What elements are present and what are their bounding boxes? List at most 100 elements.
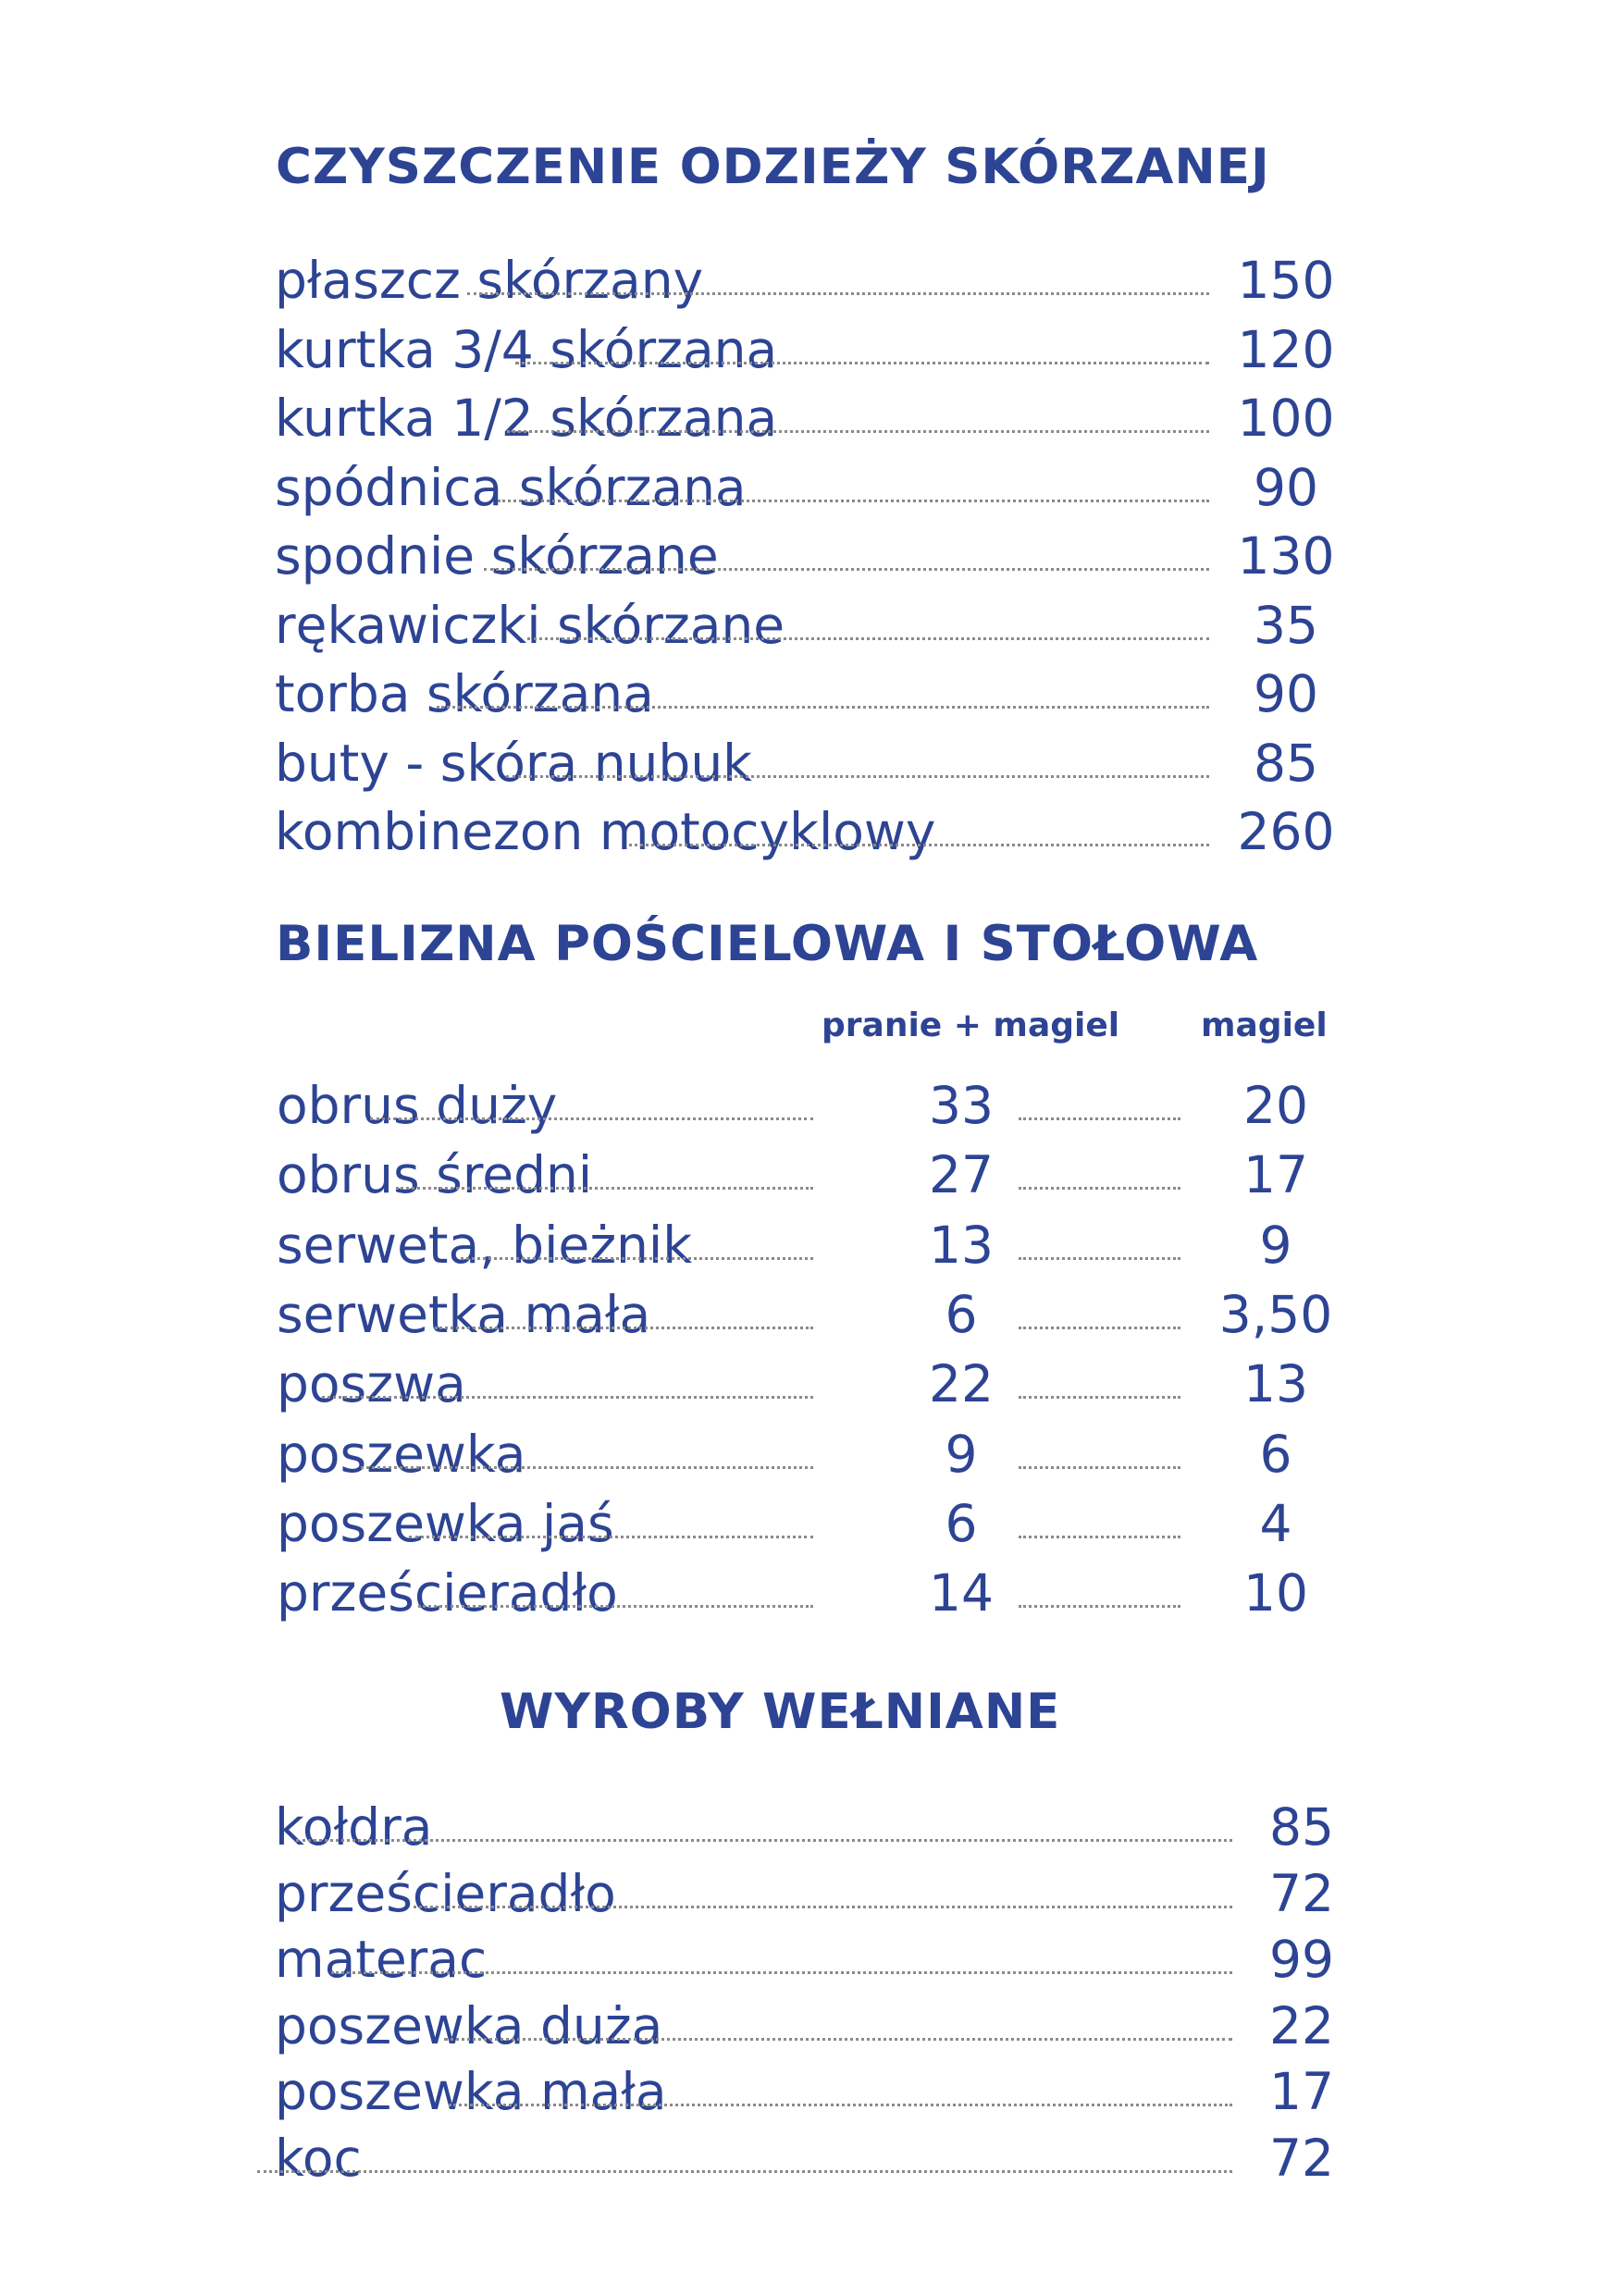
item-price: 72 (1269, 2128, 1334, 2188)
price-row: spódnica skórzana 90 (275, 455, 1339, 520)
dot-leader (1019, 1465, 1180, 1469)
price-row: poszewka 9 6 (277, 1422, 1322, 1487)
price-row: kurtka 1/2 skórzana 100 (275, 386, 1339, 451)
price-wash-mangle: 33 (929, 1076, 994, 1135)
item-name: torba skórzana (275, 664, 654, 723)
dot-leader (467, 292, 1209, 295)
dot-leader (506, 774, 1209, 778)
item-name: poszwa (277, 1354, 466, 1414)
price-mangle: 4 (1259, 1493, 1292, 1553)
item-name: prześcieradło (277, 1563, 618, 1623)
item-name: poszewka (277, 1424, 526, 1484)
price-row: prześcieradło 72 (275, 1861, 1339, 1926)
dot-leader (1019, 1605, 1180, 1609)
price-row: kołdra 85 (275, 1795, 1339, 1859)
item-name: spodnie skórzane (275, 526, 719, 586)
item-price: 150 (1237, 251, 1335, 310)
dot-leader (414, 1905, 1232, 1908)
dot-leader (331, 1971, 1232, 1974)
item-name: koc (275, 2128, 362, 2188)
dot-leader (444, 2037, 1232, 2041)
section-title-leather: CZYSZCZENIE ODZIEŻY SKÓRZANEJ (276, 139, 1270, 195)
item-name: rękawiczki skórzane (275, 595, 785, 655)
price-mangle: 20 (1243, 1076, 1308, 1135)
dot-leader (1019, 1396, 1180, 1400)
price-row: serwetka mała 6 3,50 (277, 1282, 1332, 1347)
price-wash-mangle: 14 (929, 1563, 994, 1623)
price-wash-mangle: 22 (929, 1354, 994, 1414)
price-wash-mangle: 13 (929, 1215, 994, 1275)
price-row: poszewka mała 17 (275, 2059, 1339, 2124)
item-name: materac (275, 1930, 488, 1989)
dot-leader (361, 1465, 813, 1469)
item-name: serwetka mała (277, 1284, 651, 1344)
price-row: płaszcz skórzany 150 (275, 248, 1339, 313)
dot-leader (449, 2104, 1232, 2106)
item-price: 130 (1237, 526, 1335, 586)
item-price: 90 (1254, 457, 1318, 517)
dot-leader (515, 361, 1209, 364)
dot-leader (1019, 1535, 1180, 1538)
item-name: buty - skóra nubuk (275, 733, 753, 793)
item-name: obrus średni (277, 1145, 593, 1205)
price-row: spodnie skórzane 130 (275, 524, 1339, 588)
dot-leader (322, 1396, 813, 1400)
item-name: obrus duży (277, 1076, 558, 1135)
item-price: 120 (1237, 319, 1335, 379)
price-row: poszewka duża 22 (275, 1994, 1339, 2058)
dot-leader (409, 1535, 813, 1538)
item-price: 72 (1269, 1863, 1334, 1923)
price-row: koc 72 (257, 2126, 1339, 2191)
dot-leader (1019, 1326, 1180, 1329)
price-mangle: 9 (1259, 1215, 1292, 1275)
price-row: obrus średni 27 17 (277, 1142, 1322, 1207)
dot-leader (484, 568, 1209, 571)
item-name: płaszcz skórzany (275, 251, 704, 310)
price-row: obrus duży 33 20 (277, 1073, 1322, 1138)
price-row: poszewka jaś 6 4 (277, 1491, 1322, 1556)
price-mangle: 3,50 (1218, 1284, 1333, 1344)
item-price: 85 (1269, 1797, 1334, 1857)
column-header-mangle: magiel (1201, 1006, 1328, 1044)
item-name: kurtka 1/2 skórzana (275, 389, 778, 448)
item-price: 22 (1269, 1995, 1334, 2055)
item-name: poszewka duża (275, 1995, 663, 2055)
section-title-linen: BIELIZNA POŚCIELOWA I STOŁOWA (276, 916, 1259, 972)
dot-leader (507, 430, 1209, 433)
item-price: 100 (1237, 389, 1335, 448)
price-row: serweta, bieżnik 13 9 (277, 1213, 1322, 1278)
dot-leader (418, 1605, 813, 1609)
price-mangle: 13 (1243, 1354, 1308, 1414)
dot-leader (629, 844, 1209, 846)
dot-leader (257, 2169, 1232, 2173)
item-name: spódnica skórzana (275, 457, 747, 517)
item-price: 35 (1254, 595, 1318, 655)
price-row: rękawiczki skórzane 35 (275, 593, 1339, 658)
dot-leader (296, 1839, 1232, 1842)
item-price: 85 (1254, 733, 1318, 793)
price-row: buty - skóra nubuk 85 (275, 731, 1339, 796)
item-name: prześcieradło (275, 1863, 616, 1923)
column-header-wash-and-mangle: pranie + magiel (822, 1006, 1120, 1044)
item-price: 90 (1254, 664, 1318, 723)
price-mangle: 17 (1243, 1145, 1308, 1205)
price-row: torba skórzana 90 (275, 661, 1339, 726)
item-name: poszewka jaś (277, 1493, 614, 1553)
price-wash-mangle: 6 (945, 1284, 978, 1344)
price-mangle: 6 (1259, 1424, 1292, 1484)
dot-leader (498, 499, 1209, 502)
item-price: 260 (1237, 802, 1335, 861)
dot-leader (1019, 1256, 1180, 1260)
item-name: kurtka 3/4 skórzana (275, 319, 778, 379)
price-row: kombinezon motocyklowy 260 (275, 799, 1339, 864)
price-row: kurtka 3/4 skórzana 120 (275, 317, 1339, 382)
item-name: serweta, bieżnik (277, 1215, 693, 1275)
price-mangle: 10 (1243, 1563, 1308, 1623)
dot-leader (370, 1117, 813, 1120)
price-row: materac 99 (275, 1927, 1339, 1992)
price-row: prześcieradło 14 10 (277, 1561, 1322, 1625)
price-wash-mangle: 9 (945, 1424, 978, 1484)
dot-leader (461, 1256, 813, 1260)
item-name: poszewka mała (275, 2062, 667, 2121)
dot-leader (1019, 1187, 1180, 1191)
